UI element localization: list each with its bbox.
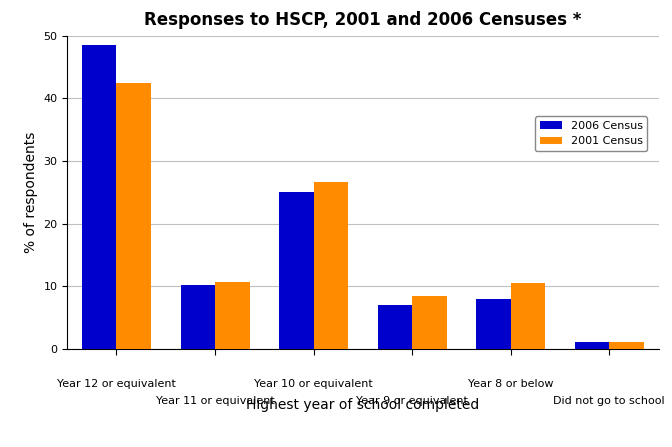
Bar — [575, 342, 610, 349]
X-axis label: Highest year of school completed: Highest year of school completed — [246, 398, 480, 412]
Legend: 2006 Census, 2001 Census: 2006 Census, 2001 Census — [535, 116, 647, 151]
Bar — [181, 285, 215, 349]
Text: Year 10 or equivalent: Year 10 or equivalent — [254, 379, 373, 389]
Bar — [412, 296, 447, 349]
Bar — [82, 45, 116, 349]
Bar — [610, 342, 644, 349]
Bar — [314, 181, 348, 349]
Bar — [511, 283, 545, 349]
Bar — [116, 83, 151, 349]
Bar — [215, 282, 249, 349]
Text: Year 11 or equivalent: Year 11 or equivalent — [156, 396, 274, 406]
Bar — [279, 192, 314, 349]
Bar — [378, 305, 412, 349]
Text: Year 12 or equivalent: Year 12 or equivalent — [57, 379, 176, 389]
Text: Year 8 or below: Year 8 or below — [468, 379, 554, 389]
Title: Responses to HSCP, 2001 and 2006 Censuses *: Responses to HSCP, 2001 and 2006 Censuse… — [144, 11, 581, 29]
Bar — [476, 299, 511, 349]
Y-axis label: % of respondents: % of respondents — [24, 131, 38, 253]
Text: Year 9 or equivalent: Year 9 or equivalent — [356, 396, 468, 406]
Text: Did not go to school: Did not go to school — [554, 396, 665, 406]
